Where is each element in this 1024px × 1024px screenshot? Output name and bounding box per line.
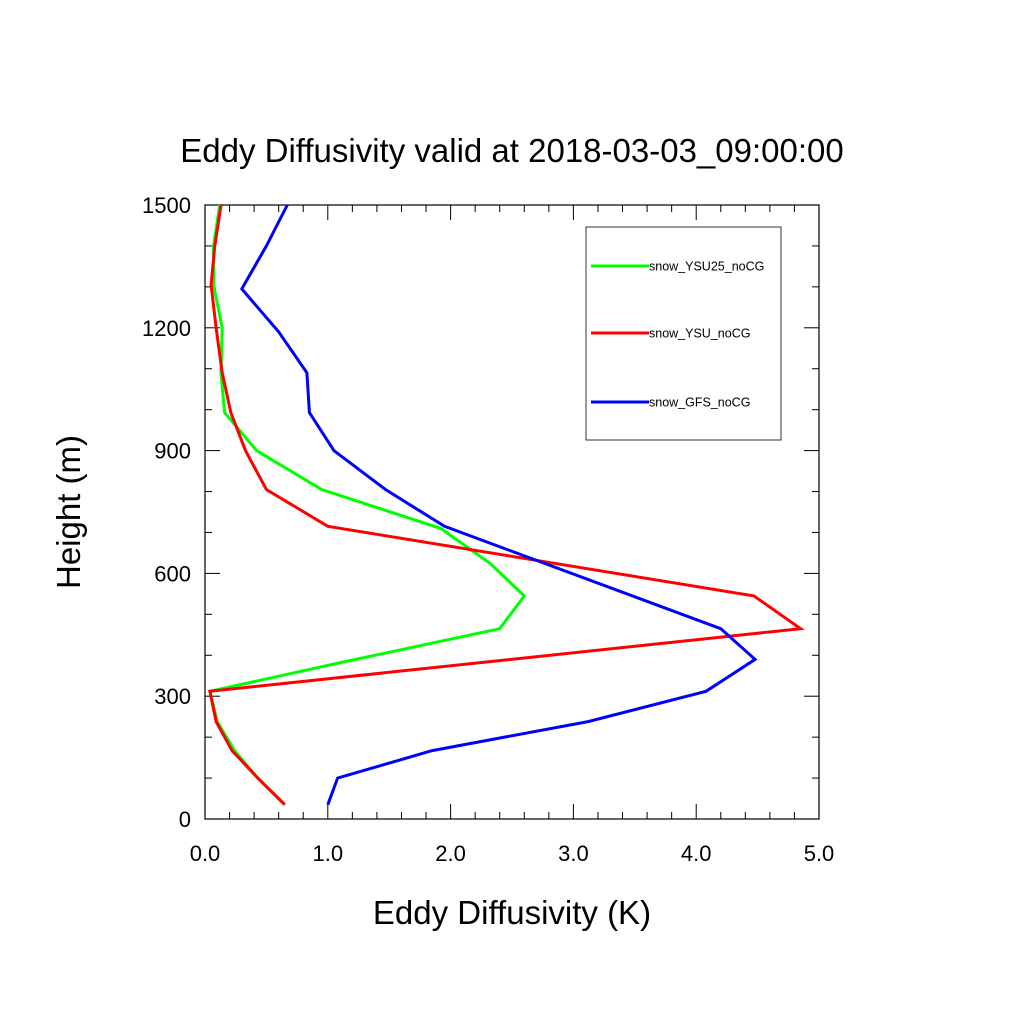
x-tick-label: 0.0 — [190, 841, 221, 866]
plot-border — [204, 204, 820, 820]
y-tick-label: 1500 — [142, 193, 191, 218]
x-tick-label: 5.0 — [804, 841, 835, 866]
chart-title: Eddy Diffusivity valid at 2018-03-03_09:… — [180, 132, 843, 169]
axis-ticks: 0.0 1.0 2.0 3.0 4.0 5.0 0 300 600 900 1200 1500 — [142, 193, 834, 866]
plot-frame — [204, 204, 820, 820]
y-tick-label: 1200 — [142, 316, 191, 341]
legend-label: snow_GFS_noCG — [649, 396, 750, 410]
x-tick-label: 2.0 — [435, 841, 466, 866]
y-tick-label: 600 — [154, 561, 191, 586]
series-line-2 — [208, 204, 805, 806]
legend-label: snow_YSU_noCG — [649, 327, 750, 341]
series-line-1 — [208, 204, 527, 806]
y-tick-label: 300 — [154, 684, 191, 709]
y-tick-label: 0 — [179, 807, 191, 832]
y-axis-title: Height (m) — [50, 435, 87, 589]
x-tick-label: 3.0 — [558, 841, 589, 866]
legend-label: snow_YSU25_noCG — [649, 260, 764, 274]
x-axis-title: Eddy Diffusivity (K) — [373, 894, 651, 931]
y-tick-label: 900 — [154, 439, 191, 464]
x-tick-label: 1.0 — [313, 841, 344, 866]
x-tick-label: 4.0 — [681, 841, 712, 866]
data-series — [208, 204, 805, 806]
series-line-3 — [239, 204, 758, 806]
legend: snow_YSU25_noCG snow_YSU_noCG snow_GFS_noC… — [585, 226, 782, 441]
